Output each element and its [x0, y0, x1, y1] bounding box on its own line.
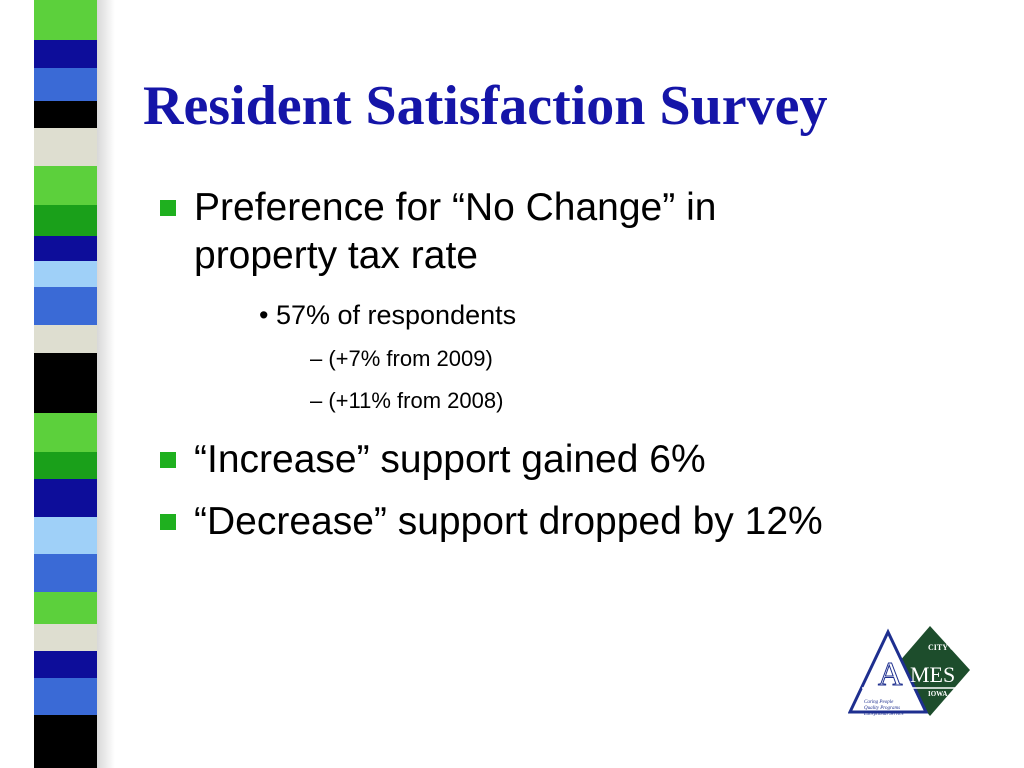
decorative-stripe-bar: [34, 0, 97, 768]
stripe-block: [34, 413, 97, 452]
stripe-block: [34, 517, 97, 555]
square-bullet-icon: [160, 200, 176, 216]
stripe-shadow: [97, 0, 115, 768]
square-bullet-icon: [160, 514, 176, 530]
stripe-block: [34, 451, 97, 480]
sub-bullet-respondents: • 57% of respondents: [259, 300, 517, 330]
stripe-block: [34, 40, 97, 68]
square-bullet-icon: [160, 452, 176, 468]
logo-triangle-shape: [848, 628, 929, 714]
city-of-ames-logo: CITY OF A MES IOWA Caring People Quality…: [848, 626, 970, 717]
stripe-block: [34, 67, 97, 101]
logo-mes-text: MES: [910, 662, 955, 687]
logo-tagline-1: Caring People: [864, 700, 894, 705]
slide-title: Resident Satisfaction Survey: [143, 75, 828, 137]
stripe-block: [34, 678, 97, 715]
stripe-block: [34, 235, 97, 262]
stripe-block: [34, 0, 97, 41]
bullet-increase: “Increase” support gained 6%: [160, 436, 854, 484]
sub-sub-bullet-2008: – (+11% from 2008): [310, 388, 504, 413]
logo-big-a-text: A: [878, 656, 903, 693]
stripe-block: [34, 554, 97, 593]
stripe-block: [34, 714, 97, 768]
bullet-text: Preference for “No Change” in property t…: [194, 186, 717, 277]
stripe-block: [34, 287, 97, 326]
stripe-block: [34, 204, 97, 236]
stripe-block: [34, 650, 97, 679]
stripe-block: [34, 128, 97, 167]
bullet-text: “Decrease” support dropped by 12%: [194, 500, 823, 543]
stripe-block: [34, 100, 97, 128]
stripe-block: [34, 166, 97, 205]
logo-state-text: IOWA: [928, 690, 947, 698]
stripe-block: [34, 592, 97, 624]
stripe-block: [34, 623, 97, 651]
bullet-decrease: “Decrease” support dropped by 12%: [160, 498, 854, 546]
stripe-block: [34, 261, 97, 288]
stripe-block: [34, 325, 97, 353]
bullet-text: “Increase” support gained 6%: [194, 438, 706, 481]
logo-tagline-3: Exceptional Service: [863, 712, 905, 717]
logo-city-of-text: CITY OF: [928, 643, 961, 652]
stripe-block: [34, 352, 97, 414]
bullet-no-change: Preference for “No Change” in property t…: [160, 184, 854, 280]
logo-tagline-2: Quality Programs: [864, 706, 900, 711]
sub-sub-bullet-2009: – (+7% from 2009): [310, 346, 493, 371]
stripe-block: [34, 479, 97, 518]
